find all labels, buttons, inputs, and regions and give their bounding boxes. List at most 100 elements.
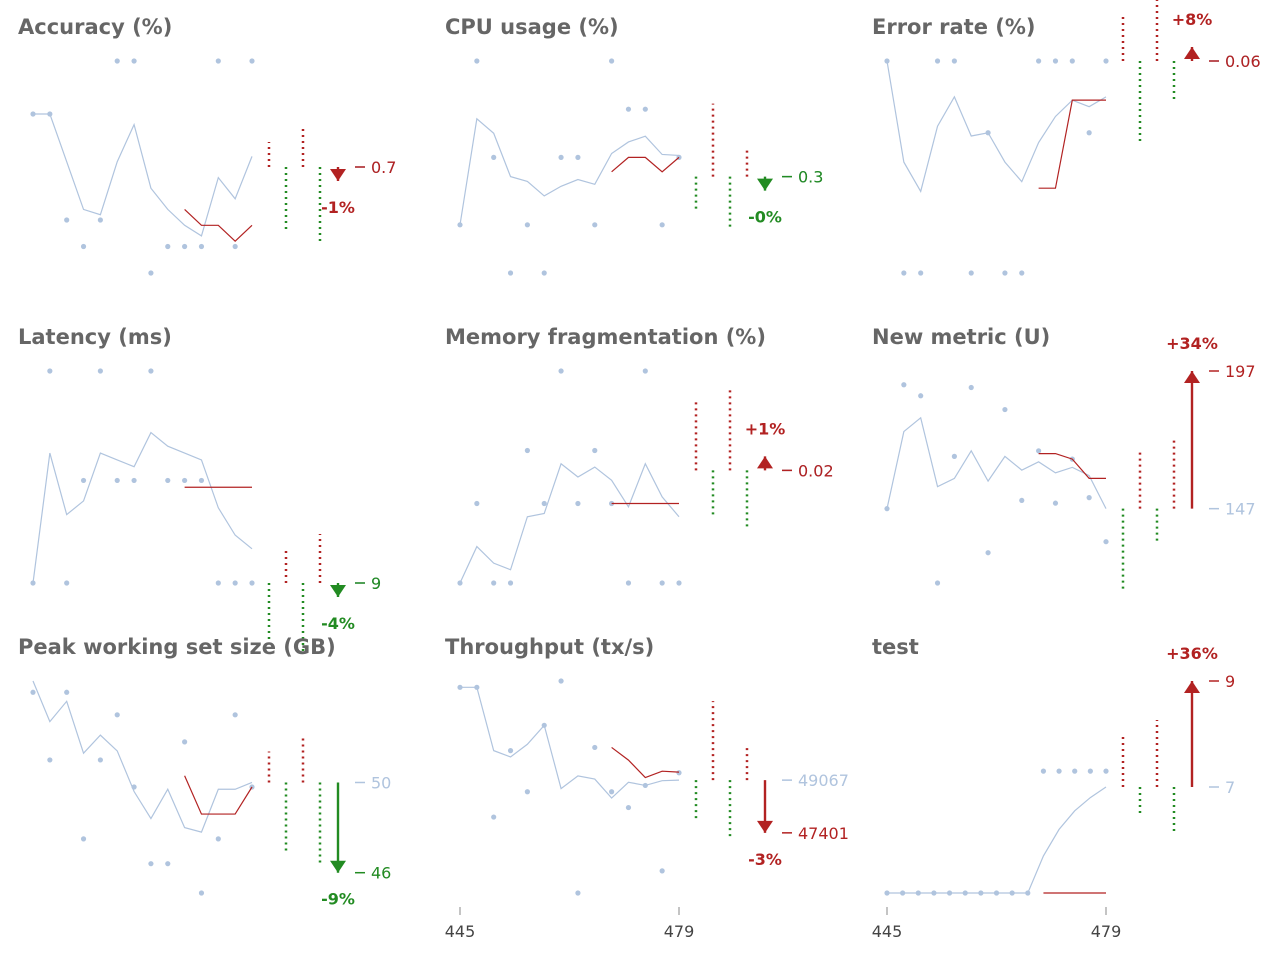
chart-title: Peak working set size (GB) (18, 635, 336, 659)
data-point (491, 580, 497, 586)
data-point (1086, 130, 1092, 136)
data-point (558, 154, 564, 160)
data-point (901, 270, 907, 276)
data-point (659, 868, 665, 874)
data-point (625, 106, 632, 112)
data-point (491, 154, 497, 160)
series-line-recent (611, 746, 680, 779)
change-percent-label: +8% (1172, 10, 1213, 29)
data-point (114, 477, 120, 484)
series-line-recent (184, 208, 253, 243)
chart-title: Throughput (tx/s) (445, 635, 654, 659)
data-point (575, 500, 581, 507)
data-point (131, 58, 137, 64)
change-percent-label: +34% (1166, 334, 1218, 353)
data-point (642, 106, 648, 112)
data-point (592, 447, 598, 454)
change-arrow-head (757, 178, 773, 191)
data-point (165, 243, 171, 250)
data-point (64, 580, 70, 586)
data-point (1036, 448, 1042, 454)
data-point (507, 748, 514, 754)
change-arrow-head (1184, 681, 1200, 693)
data-point (80, 243, 87, 250)
change-arrow-head (1184, 371, 1200, 383)
data-point (625, 580, 632, 586)
x-tick-label: 479 (1091, 922, 1122, 941)
data-point (97, 368, 103, 374)
baseline-value-label: 9 (371, 574, 381, 593)
data-point (676, 770, 682, 776)
change-arrow-head (330, 585, 346, 597)
current-value-label: 0.7 (371, 158, 396, 177)
data-point (1002, 406, 1008, 413)
change-arrow-head (757, 456, 773, 469)
chart-panel: test 7 9 +36% 445 479 (872, 635, 1235, 941)
data-point (491, 814, 497, 820)
series-line-smoothed (886, 416, 1107, 509)
change-percent-label: +36% (1166, 644, 1218, 663)
data-point (951, 58, 957, 64)
data-point (114, 712, 120, 718)
data-point (232, 712, 238, 718)
data-point (1103, 539, 1109, 545)
data-point (901, 382, 907, 388)
data-point (1019, 497, 1025, 504)
change-percent-label: -0% (748, 208, 782, 227)
data-point (558, 678, 564, 684)
data-point (625, 804, 632, 811)
data-point (659, 222, 665, 228)
data-point (985, 550, 991, 556)
data-point (232, 243, 238, 250)
data-point (934, 580, 941, 586)
data-point (1052, 58, 1059, 64)
series-line-smoothed (887, 786, 1107, 894)
data-point (198, 243, 205, 250)
chart-title: test (872, 635, 919, 659)
data-point (232, 580, 238, 586)
current-value-label: 0.02 (798, 461, 834, 480)
baseline-value-label: 50 (371, 773, 391, 792)
data-point (64, 689, 70, 695)
current-value-label: 46 (371, 864, 391, 883)
data-point (474, 58, 480, 64)
data-point (968, 270, 974, 276)
data-point (609, 58, 615, 64)
series-line-recent (1038, 452, 1106, 479)
series-line-recent (611, 156, 680, 173)
data-point (951, 453, 957, 459)
data-point (642, 368, 648, 374)
data-point (1069, 58, 1075, 64)
chart-panel: Error rate (%)0.060.06+8% (872, 0, 1261, 276)
series-line-smoothed (33, 113, 253, 237)
chart-title: Accuracy (%) (18, 15, 172, 39)
chart-panel: Latency (ms)99-4% (18, 325, 381, 655)
baseline-value-label: 0.02 (798, 461, 834, 480)
change-arrow-head (1184, 47, 1200, 59)
data-point (47, 368, 53, 374)
series-line-smoothed (32, 431, 253, 584)
current-value-label: 47401 (798, 824, 849, 843)
data-point (1072, 768, 1078, 774)
data-point (148, 861, 154, 867)
data-point (1040, 768, 1047, 774)
data-point (1002, 270, 1008, 276)
chart-panel: Memory fragmentation (%)0.020.02+1% (445, 325, 834, 586)
data-point (165, 861, 171, 867)
data-point (1056, 768, 1062, 774)
data-point (609, 789, 615, 795)
data-point (182, 243, 188, 250)
data-point (80, 477, 87, 484)
data-point (659, 580, 665, 586)
baseline-value-label: 49067 (798, 771, 849, 790)
chart-panel: Peak working set size (GB) 50 46 -9% (18, 635, 391, 909)
chart-panel: Accuracy (%)0.70.7-1% (18, 15, 396, 276)
change-arrow-head (757, 820, 773, 833)
chart-title: CPU usage (%) (445, 15, 619, 39)
data-point (558, 368, 564, 374)
change-percent-label: -1% (321, 198, 355, 217)
data-point (934, 58, 941, 64)
x-tick-label: 445 (872, 922, 903, 941)
